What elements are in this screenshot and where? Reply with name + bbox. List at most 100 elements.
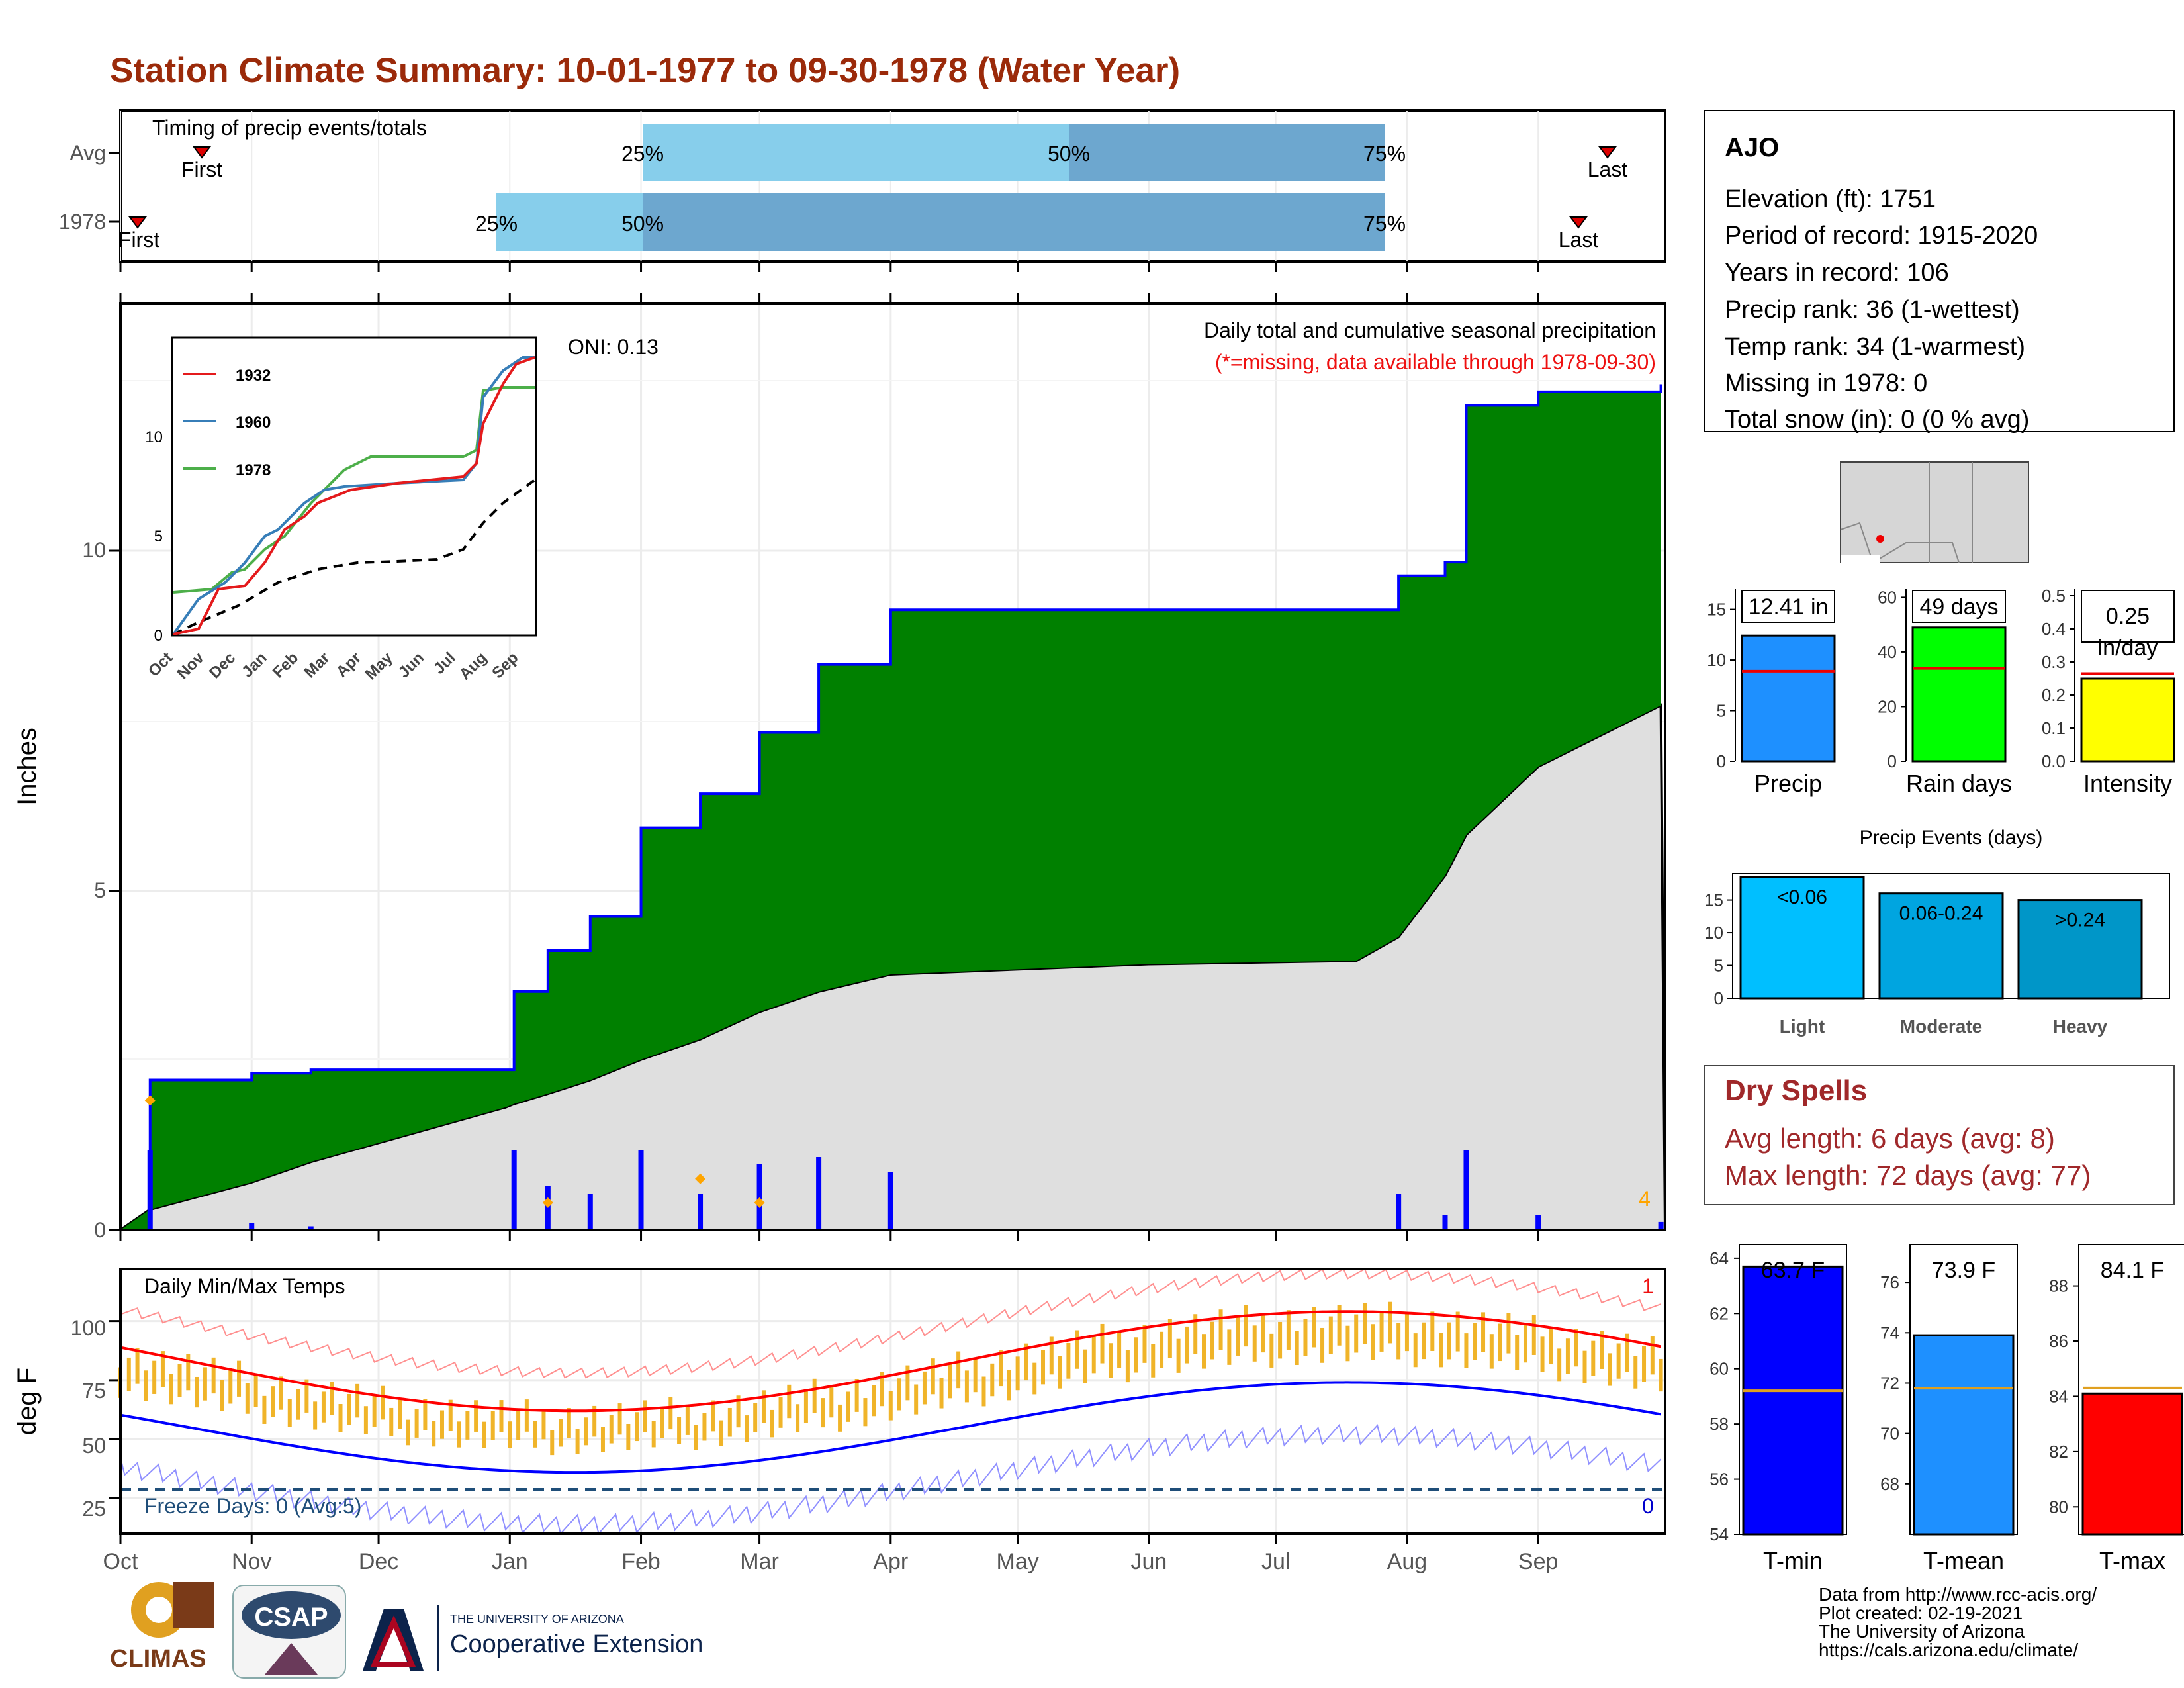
daily-temp-bar xyxy=(651,1421,656,1448)
events-tick: 15 xyxy=(1704,890,1723,910)
daily-temp-bar xyxy=(279,1376,283,1410)
temp-bottom-count: 0 xyxy=(1642,1494,1654,1518)
daily-temp-bar xyxy=(821,1398,825,1428)
daily-temp-bar xyxy=(1261,1313,1265,1353)
daily-temp-bar xyxy=(1320,1327,1325,1363)
daily-precip-bar xyxy=(816,1157,822,1230)
daily-temp-bar xyxy=(1413,1333,1418,1368)
daily-temp-bar xyxy=(973,1357,978,1393)
daily-temp-bar xyxy=(609,1415,614,1444)
dry-spells-avg: Avg length: 6 days (avg: 8) xyxy=(1725,1123,2055,1154)
temp-bar-tick: 56 xyxy=(1709,1470,1729,1489)
daily-temp-bar xyxy=(1176,1338,1181,1373)
mini-bar-label: Rain days xyxy=(1906,770,2012,797)
month-label: Sep xyxy=(1518,1549,1559,1574)
y1978-bar-25-50 xyxy=(496,193,643,251)
daily-temp-bar xyxy=(220,1380,224,1411)
events-category: Heavy xyxy=(2053,1016,2108,1037)
mini-bar-precip: 0 5 10 15 12.41 in Precip xyxy=(1707,589,1836,797)
ua-small-text: THE UNIVERSITY OF ARIZONA xyxy=(450,1613,624,1626)
ua-logo: THE UNIVERSITY OF ARIZONA Cooperative Ex… xyxy=(363,1605,703,1671)
month-label: Feb xyxy=(621,1549,660,1574)
temp-bar-tmin: 54 56 58 60 62 64 63.7 F T-min xyxy=(1709,1244,1847,1574)
oni-label: ONI: 0.13 xyxy=(568,335,659,359)
daily-temp-bar xyxy=(363,1406,368,1434)
daily-precip-bar xyxy=(511,1150,517,1230)
daily-temp-bar xyxy=(1278,1321,1283,1359)
daily-temp-bar xyxy=(1404,1312,1409,1352)
events-bar-label: <0.06 xyxy=(1777,886,1827,908)
daily-temp-bar xyxy=(1362,1303,1367,1344)
daily-temp-bar xyxy=(195,1376,199,1408)
precip-note: (*=missing, data available through 1978-… xyxy=(1215,350,1656,374)
daily-temp-bar xyxy=(1015,1356,1020,1391)
daily-temp-bar xyxy=(1024,1343,1028,1381)
daily-temp-bar xyxy=(271,1386,275,1417)
mini-bar-tick: 60 xyxy=(1878,587,1897,607)
daily-temp-bar xyxy=(186,1354,191,1391)
daily-temp-bar xyxy=(1058,1356,1062,1389)
daily-temp-bar xyxy=(1032,1362,1037,1395)
daily-temp-bar xyxy=(567,1407,571,1438)
station-years: Years in record: 106 xyxy=(1725,259,1949,287)
year-cumulative-line xyxy=(120,384,1662,1231)
daily-temp-bar xyxy=(990,1363,995,1397)
daily-temp-bar xyxy=(533,1420,537,1448)
daily-temp-bar xyxy=(888,1391,893,1421)
daily-temp-bar xyxy=(1193,1314,1198,1354)
precip-events-chart: Precip Events (days) 0 5 10 15 <0.06 Light 0.06… xyxy=(1704,827,2170,1037)
daily-precip-bar xyxy=(308,1226,314,1230)
daily-temp-bar xyxy=(253,1373,258,1407)
mini-bar-label: Precip xyxy=(1754,770,1822,797)
temp-bar-tick: 88 xyxy=(2049,1276,2068,1296)
daily-temp-bar xyxy=(803,1391,808,1423)
footer-line-1: Data from http://www.rcc-acis.org/ xyxy=(1819,1584,2097,1605)
daily-precip-bar xyxy=(638,1150,644,1230)
footer-line-4: https://cals.arizona.edu/climate/ xyxy=(1819,1640,2078,1660)
daily-temp-bar xyxy=(694,1425,698,1450)
temp-ytick-50: 50 xyxy=(82,1434,106,1458)
heavy-event-marker xyxy=(144,1095,156,1106)
daily-temp-bar xyxy=(1591,1340,1596,1376)
footer-line-3: The University of Arizona xyxy=(1819,1621,2025,1642)
mini-bar-value: 49 days xyxy=(1919,594,1998,620)
daily-temp-bar xyxy=(1252,1325,1257,1362)
daily-temp-bar xyxy=(482,1421,486,1448)
station-period: Period of record: 1915-2020 xyxy=(1725,222,2038,250)
daily-temp-bar xyxy=(1650,1336,1655,1375)
daily-temp-bar xyxy=(296,1389,300,1420)
daily-temp-bar xyxy=(313,1401,318,1430)
events-bar-label: >0.24 xyxy=(2055,910,2105,931)
daily-temp-bar xyxy=(1269,1333,1274,1368)
daily-temp-bar xyxy=(1642,1346,1647,1382)
dry-spells-max: Max length: 72 days (avg: 77) xyxy=(1725,1160,2091,1191)
daily-temp-bar xyxy=(668,1397,673,1430)
temp-heading: Daily Min/Max Temps xyxy=(144,1274,345,1298)
temp-bar-label: T-min xyxy=(1763,1547,1823,1574)
daily-temp-bar xyxy=(931,1358,935,1395)
daily-temp-bar xyxy=(1633,1356,1638,1389)
daily-temp-bar xyxy=(1430,1311,1435,1351)
daily-temp-bar xyxy=(829,1385,834,1418)
daily-temp-bar xyxy=(584,1417,588,1446)
station-temp-rank: Temp rank: 34 (1-warmest) xyxy=(1725,333,2025,361)
daily-temp-bar xyxy=(626,1423,631,1450)
daily-temp-bar xyxy=(745,1415,749,1442)
avg-min-line xyxy=(120,1381,1661,1474)
daily-temp-bar xyxy=(711,1400,715,1432)
daily-temp-bar xyxy=(1083,1349,1087,1383)
inset-legend-1978: 1978 xyxy=(236,461,271,479)
daily-temp-bar xyxy=(372,1396,377,1427)
mini-bar-tick: 0 xyxy=(1717,751,1726,771)
daily-temp-bar xyxy=(863,1398,868,1427)
events-tick: 10 xyxy=(1704,923,1723,943)
daily-temp-bar xyxy=(1447,1322,1451,1360)
events-category: Moderate xyxy=(1900,1016,1982,1037)
daily-temp-bar xyxy=(1303,1319,1308,1356)
daily-temp-bar xyxy=(559,1419,563,1447)
csap-logo: CSAP xyxy=(232,1585,346,1679)
temp-bar-tick: 68 xyxy=(1880,1474,1899,1494)
daily-temp-bar xyxy=(1489,1334,1494,1369)
station-name: AJO xyxy=(1725,133,1779,162)
temp-bar-fill xyxy=(2081,1392,2183,1536)
